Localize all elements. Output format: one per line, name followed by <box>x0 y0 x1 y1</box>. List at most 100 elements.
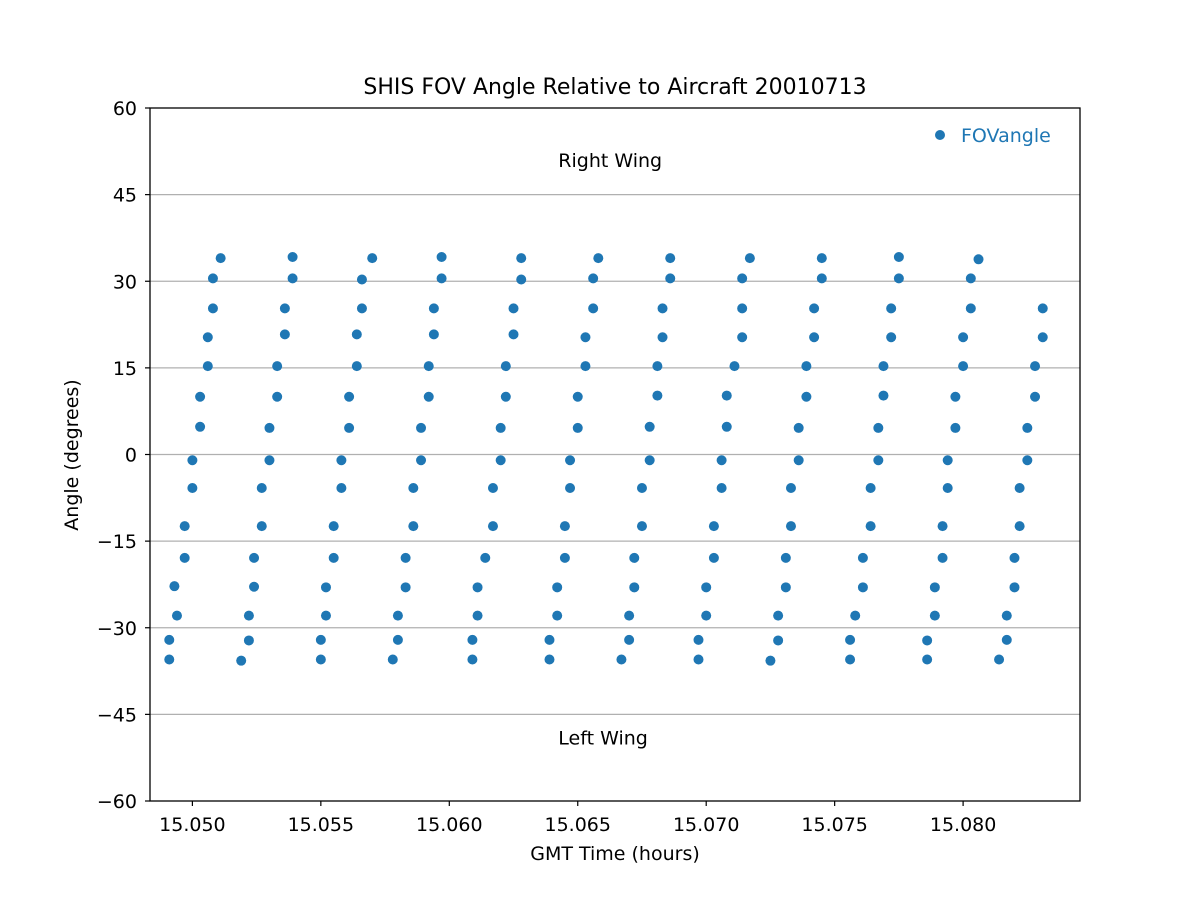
data-point <box>436 273 447 284</box>
data-point <box>195 421 206 432</box>
annotation-text: Left Wing <box>558 727 648 749</box>
y-axis-label: Angle (degrees) <box>61 379 83 530</box>
data-point <box>264 422 275 433</box>
data-point <box>644 421 655 432</box>
data-point <box>516 274 527 285</box>
y-tick-label: 60 <box>113 98 137 120</box>
data-point <box>708 521 719 532</box>
data-point <box>929 610 940 621</box>
data-point <box>873 422 884 433</box>
data-point <box>169 581 180 592</box>
data-point <box>552 582 563 593</box>
data-point <box>780 552 791 563</box>
data-point <box>428 303 439 314</box>
data-point <box>893 273 904 284</box>
data-point <box>408 482 419 493</box>
legend-label: FOVangle <box>961 125 1051 147</box>
data-point <box>356 303 367 314</box>
data-point <box>878 361 889 372</box>
data-point <box>665 273 676 284</box>
data-point <box>552 610 563 621</box>
data-point <box>737 303 748 314</box>
data-point <box>1037 332 1048 343</box>
data-point <box>701 582 712 593</box>
data-point <box>508 329 519 340</box>
data-point <box>816 253 827 264</box>
data-point <box>207 273 218 284</box>
data-point <box>922 635 933 646</box>
data-point <box>708 552 719 563</box>
y-tick-label: 0 <box>125 445 137 467</box>
data-point <box>264 455 275 466</box>
data-point <box>1030 361 1041 372</box>
data-point <box>593 253 604 264</box>
data-point <box>236 655 247 666</box>
data-point <box>202 361 213 372</box>
data-point <box>315 634 326 645</box>
data-point <box>701 610 712 621</box>
data-point <box>207 303 218 314</box>
data-point <box>408 521 419 532</box>
legend-marker <box>935 130 945 140</box>
data-point <box>785 521 796 532</box>
data-point <box>693 654 704 665</box>
data-point <box>965 303 976 314</box>
data-point <box>773 610 784 621</box>
data-point <box>320 582 331 593</box>
grid-lines <box>150 194 1080 715</box>
y-tick-label: −45 <box>97 704 137 726</box>
data-point <box>572 422 583 433</box>
data-point <box>472 610 483 621</box>
data-point <box>973 254 984 265</box>
data-point <box>994 654 1005 665</box>
data-point <box>428 329 439 340</box>
data-point <box>1014 521 1025 532</box>
data-point <box>729 361 740 372</box>
data-point <box>857 552 868 563</box>
x-axis-label: GMT Time (hours) <box>530 843 700 865</box>
data-point <box>1014 482 1025 493</box>
data-point <box>636 482 647 493</box>
data-point <box>336 455 347 466</box>
x-tick-label: 15.065 <box>545 814 611 836</box>
data-point <box>929 582 940 593</box>
data-point <box>416 422 427 433</box>
data-point <box>279 329 290 340</box>
data-point <box>544 634 555 645</box>
x-tick-label: 15.070 <box>673 814 739 836</box>
data-point <box>559 521 570 532</box>
data-point <box>472 582 483 593</box>
data-point <box>845 634 856 645</box>
data-point <box>572 391 583 402</box>
data-point <box>721 421 732 432</box>
data-point <box>744 253 755 264</box>
data-point <box>965 273 976 284</box>
data-point <box>287 273 298 284</box>
data-point <box>495 455 506 466</box>
data-point <box>272 391 283 402</box>
data-point <box>922 654 933 665</box>
data-point <box>942 455 953 466</box>
data-point <box>865 521 876 532</box>
data-point <box>423 361 434 372</box>
data-point <box>580 361 591 372</box>
data-point <box>878 390 889 401</box>
y-tick-label: −15 <box>97 531 137 553</box>
data-point <box>500 391 511 402</box>
data-point <box>279 303 290 314</box>
data-point <box>773 635 784 646</box>
data-point <box>937 521 948 532</box>
data-point <box>801 391 812 402</box>
x-tick-label: 15.060 <box>416 814 482 836</box>
data-point <box>287 251 298 262</box>
data-point <box>793 455 804 466</box>
data-point <box>657 332 668 343</box>
data-point <box>387 654 398 665</box>
y-axis-ticks: −60 −45 −30 −15 0 15 30 45 60 <box>97 98 150 813</box>
data-point <box>716 455 727 466</box>
data-point <box>950 391 961 402</box>
data-point <box>873 455 884 466</box>
data-point <box>500 361 511 372</box>
data-point <box>544 654 555 665</box>
data-point <box>845 654 856 665</box>
